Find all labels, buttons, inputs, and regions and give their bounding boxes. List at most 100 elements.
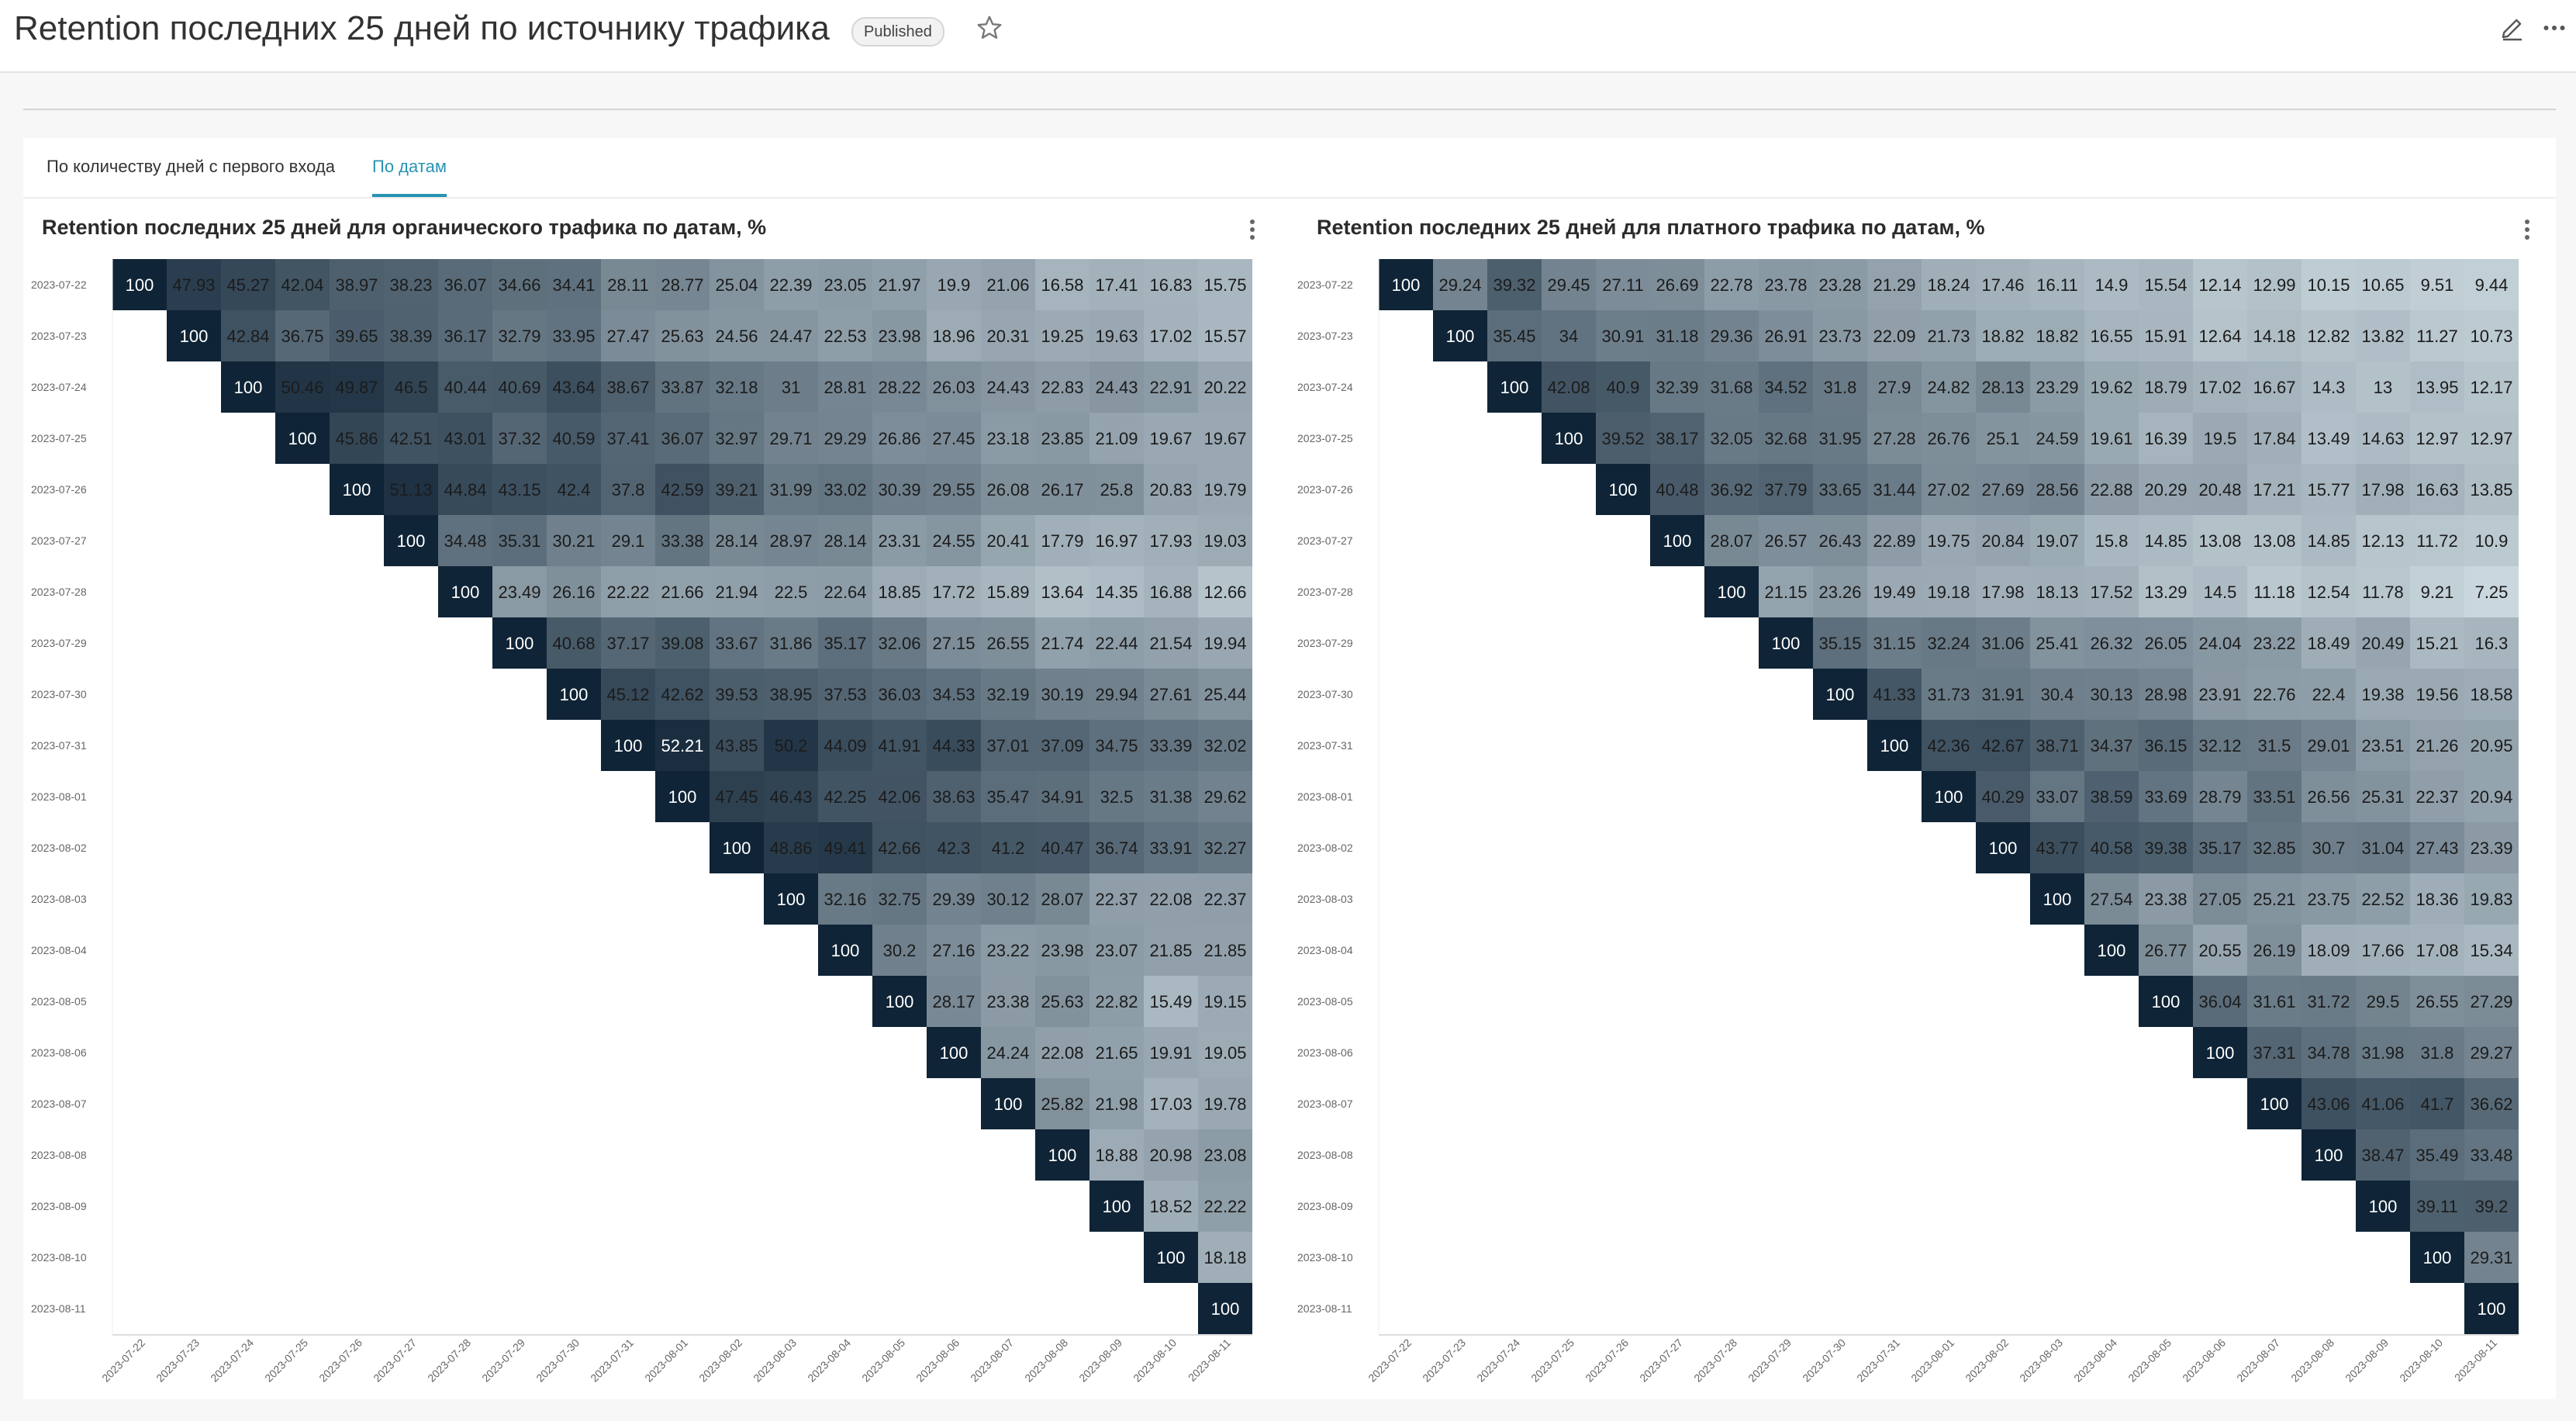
heatmap-cell-label: 23.98	[878, 327, 920, 346]
heatmap-cell-label: 25.82	[1041, 1094, 1083, 1114]
heatmap-cell	[2356, 822, 2410, 873]
heatmap-cell	[2410, 976, 2464, 1027]
heatmap-cell	[330, 464, 384, 515]
heatmap-cell	[601, 259, 655, 310]
heatmap-cell-label: 34	[1559, 327, 1578, 346]
heatmap-cell-label: 100	[2315, 1146, 2343, 1165]
heatmap-cell-label: 11.72	[2416, 531, 2457, 551]
y-tick-label: 2023-07-28	[31, 586, 87, 598]
heatmap-cell	[655, 413, 710, 464]
heatmap-cell	[1198, 669, 1252, 720]
heatmap-cell-label: 17.98	[1981, 583, 2024, 602]
chart-menu-icon-paid[interactable]	[2516, 214, 2539, 245]
heatmap-cell-label: 42.04	[281, 275, 323, 295]
heatmap-cell-label: 20.48	[2198, 480, 2241, 500]
tab-by-dates[interactable]: По датам	[372, 138, 447, 197]
heatmap-cell-label: 42.25	[824, 787, 866, 807]
heatmap-cell	[2410, 1027, 2464, 1078]
y-tick-label: 2023-07-22	[1297, 278, 1353, 291]
heatmap-cell-label: 23.07	[1095, 941, 1138, 960]
tab-by-days[interactable]: По количеству дней с первого входа	[47, 157, 335, 176]
heatmap-cell-label: 40.47	[1041, 838, 1083, 858]
heatmap-cell	[2084, 361, 2139, 413]
heatmap-cell	[1704, 310, 1759, 361]
heatmap-cell	[2139, 464, 2193, 515]
heatmap-cell	[384, 515, 438, 566]
heatmap-cell	[1650, 259, 1704, 310]
heatmap-cell	[2193, 566, 2247, 617]
heatmap-cell	[601, 310, 655, 361]
y-tick-label: 2023-07-24	[1297, 381, 1353, 393]
heatmap-cell-label: 29.31	[2470, 1248, 2512, 1267]
heatmap-cell	[2410, 720, 2464, 771]
x-tick-label: 2023-08-01	[642, 1336, 690, 1385]
heatmap-cell	[1198, 566, 1252, 617]
heatmap-cell	[1487, 259, 1542, 310]
x-tick-label: 2023-07-29	[1746, 1336, 1794, 1385]
y-tick-label: 2023-07-29	[31, 637, 87, 649]
heatmap-cell	[2193, 310, 2247, 361]
heatmap-cell-label: 14.35	[1095, 583, 1138, 602]
heatmap-cell	[764, 617, 818, 669]
heatmap-cell	[1198, 464, 1252, 515]
heatmap-cell	[1035, 925, 1089, 976]
heatmap-cell-label: 21.97	[878, 275, 920, 295]
heatmap-cell-label: 100	[506, 634, 534, 653]
more-icon[interactable]	[2540, 14, 2568, 42]
heatmap-cell	[927, 361, 981, 413]
heatmap-cell	[1759, 515, 1813, 566]
heatmap-cell-label: 40.48	[1656, 480, 1698, 500]
star-icon[interactable]	[975, 14, 1003, 42]
heatmap-cell-label: 29.45	[1547, 275, 1590, 295]
heatmap-cell	[330, 361, 384, 413]
heatmap-cell	[2410, 822, 2464, 873]
heatmap-cell	[2301, 515, 2356, 566]
heatmap-cell-label: 22.82	[1095, 992, 1138, 1011]
heatmap-cell	[872, 515, 927, 566]
heatmap-cell	[2356, 1027, 2410, 1078]
x-tick-label: 2023-08-02	[1963, 1336, 2011, 1385]
heatmap-cell	[601, 515, 655, 566]
heatmap-cell-label: 16.63	[2415, 480, 2458, 500]
heatmap-cell	[1922, 310, 1976, 361]
heatmap-cell-label: 11.18	[2253, 583, 2295, 602]
heatmap-cell-label: 19.05	[1203, 1043, 1246, 1063]
heatmap-cell-label: 23.75	[2307, 890, 2350, 909]
heatmap-cell-label: 39.52	[1601, 429, 1644, 448]
heatmap-cell-label: 39.65	[335, 327, 378, 346]
x-tick-label: 2023-07-28	[1691, 1336, 1739, 1385]
heatmap-cell-label: 26.19	[2253, 941, 2295, 960]
heatmap-cell-label: 17.08	[2415, 941, 2458, 960]
heatmap-cell	[2301, 976, 2356, 1027]
heatmap-cell-label: 23.22	[2253, 634, 2295, 653]
heatmap-cell-label: 23.49	[498, 583, 540, 602]
heatmap-cell-label: 18.58	[2470, 685, 2512, 704]
heatmap-cell	[981, 720, 1035, 771]
heatmap-cell-label: 16.58	[1041, 275, 1083, 295]
chart-menu-icon-organic[interactable]	[1241, 214, 1264, 245]
heatmap-cell-label: 20.29	[2144, 480, 2187, 500]
heatmap-cell	[1144, 822, 1198, 873]
heatmap-cell-label: 18.96	[932, 327, 975, 346]
heatmap-cell-label: 19.67	[1203, 429, 1246, 448]
heatmap-cell-label: 31.06	[1981, 634, 2024, 653]
heatmap-cell	[547, 259, 601, 310]
x-tick-label: 2023-07-22	[99, 1336, 147, 1385]
heatmap-cell	[1759, 361, 1813, 413]
heatmap-cell	[2193, 925, 2247, 976]
heatmap-cell-label: 100	[886, 992, 914, 1011]
heatmap-cell	[872, 617, 927, 669]
heatmap-cell-label: 21.73	[1927, 327, 1970, 346]
heatmap-cell	[2356, 566, 2410, 617]
heatmap-cell	[221, 361, 275, 413]
heatmap-cell-label: 100	[777, 890, 806, 909]
heatmap-cell-label: 44.84	[444, 480, 486, 500]
heatmap-cell	[1976, 413, 2030, 464]
heatmap-cell-label: 33.38	[661, 531, 703, 551]
edit-icon[interactable]	[2498, 14, 2526, 42]
heatmap-cell	[2139, 976, 2193, 1027]
x-tick-label: 2023-07-31	[1854, 1336, 1902, 1385]
heatmap-cell	[2301, 669, 2356, 720]
heatmap-cell-label: 33.39	[1149, 736, 1192, 755]
heatmap-cell-label: 30.4	[2041, 685, 2074, 704]
